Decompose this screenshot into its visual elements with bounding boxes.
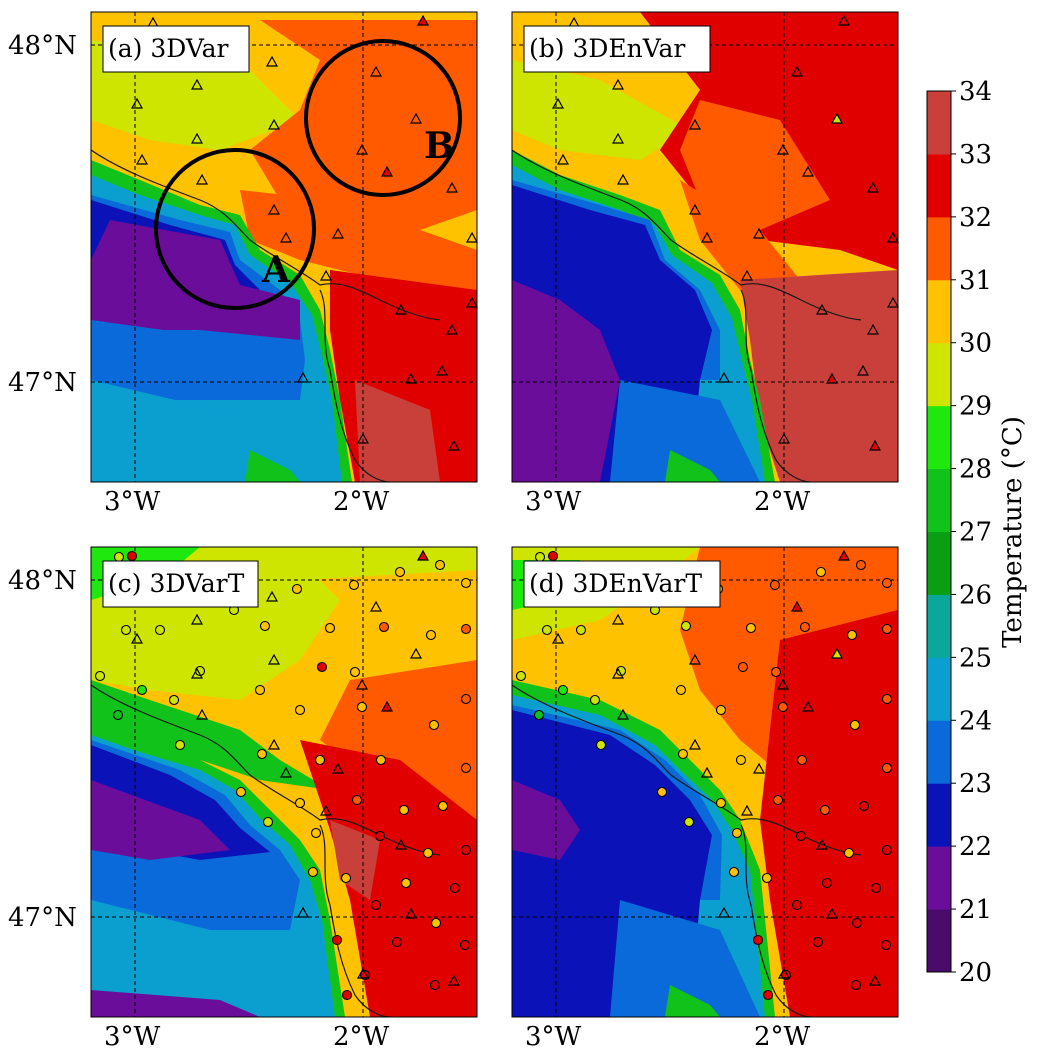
lon-tick-3w-c: 3°W bbox=[104, 1022, 161, 1052]
panel-d: (d) 3DEnVarT bbox=[511, 546, 899, 1018]
colorbar-segment bbox=[927, 468, 951, 532]
panel-a: A B (a) 3DVar bbox=[90, 11, 479, 483]
panel-c: (c) 3DVarT bbox=[90, 546, 478, 1018]
colorbar-segment bbox=[927, 594, 951, 658]
colorbar-segment bbox=[927, 846, 951, 910]
colorbar-tick-label: 22 bbox=[959, 832, 992, 862]
lon-tick-3w-d: 3°W bbox=[525, 1022, 582, 1052]
colorbar-segment bbox=[927, 909, 951, 973]
panel-d-stations bbox=[515, 550, 893, 1001]
colorbar-tick-label: 23 bbox=[959, 769, 992, 799]
lat-tick-47-a: 47°N bbox=[8, 368, 77, 398]
colorbar-tick-label: 29 bbox=[959, 392, 992, 422]
colorbar-segment bbox=[927, 657, 951, 721]
colorbar-segment bbox=[927, 216, 951, 281]
lat-tick-47-c: 47°N bbox=[8, 903, 77, 933]
lon-tick-3w-a: 3°W bbox=[104, 487, 161, 517]
colorbar-segment bbox=[927, 720, 951, 784]
colorbar-tick-label: 24 bbox=[959, 706, 992, 736]
panel-c-label: (c) 3DVarT bbox=[108, 569, 245, 598]
colorbar-tick-label: 28 bbox=[959, 455, 992, 485]
annotation-B: B bbox=[424, 125, 454, 167]
lon-tick-2w-d: 2°W bbox=[754, 1022, 811, 1052]
panel-c-stations bbox=[94, 550, 472, 1001]
lon-tick-3w-b: 3°W bbox=[525, 487, 582, 517]
colorbar-segment bbox=[927, 91, 951, 155]
panel-d-label: (d) 3DEnVarT bbox=[529, 569, 702, 598]
colorbar bbox=[926, 90, 952, 973]
lat-tick-48-a: 48°N bbox=[8, 31, 77, 61]
lon-tick-2w-c: 2°W bbox=[333, 1022, 390, 1052]
panel-b: (b) 3DEnVar bbox=[511, 11, 900, 483]
colorbar-segment bbox=[927, 153, 951, 218]
colorbar-tick-label: 27 bbox=[959, 518, 992, 548]
axis-ticks: 48°N 47°N 48°N 47°N 3°W 2°W 3°W 2°W 3°W … bbox=[8, 31, 811, 1052]
colorbar-tick-label: 31 bbox=[959, 266, 992, 296]
colorbar-segment bbox=[927, 279, 951, 344]
colorbar-segment bbox=[927, 531, 951, 595]
colorbar-tick-label: 20 bbox=[959, 958, 992, 988]
colorbar-tick-label: 25 bbox=[959, 643, 992, 673]
panel-a-label: (a) 3DVar bbox=[108, 34, 229, 63]
colorbar-label: Temperature (°C) bbox=[998, 416, 1028, 648]
colorbar-segment bbox=[927, 405, 951, 470]
panel-b-label: (b) 3DEnVar bbox=[529, 34, 685, 63]
colorbar-tick-label: 30 bbox=[959, 329, 992, 359]
lon-tick-2w-b: 2°W bbox=[754, 487, 811, 517]
colorbar-tick-label: 21 bbox=[959, 895, 992, 925]
colorbar-segment bbox=[927, 783, 951, 847]
lon-tick-2w-a: 2°W bbox=[333, 487, 390, 517]
colorbar-tick-label: 26 bbox=[959, 580, 992, 610]
lat-tick-48-c: 48°N bbox=[8, 566, 77, 596]
colorbar-segment bbox=[927, 342, 951, 407]
colorbar-tick-label: 33 bbox=[959, 140, 992, 170]
annotation-A: A bbox=[261, 249, 291, 291]
colorbar-tick-label: 34 bbox=[959, 77, 992, 107]
colorbar-tick-label: 32 bbox=[959, 203, 992, 233]
colorbar-ticks: 20 21 22 23 24 25 26 27 28 29 30 31 32 33 34 bbox=[951, 77, 992, 988]
